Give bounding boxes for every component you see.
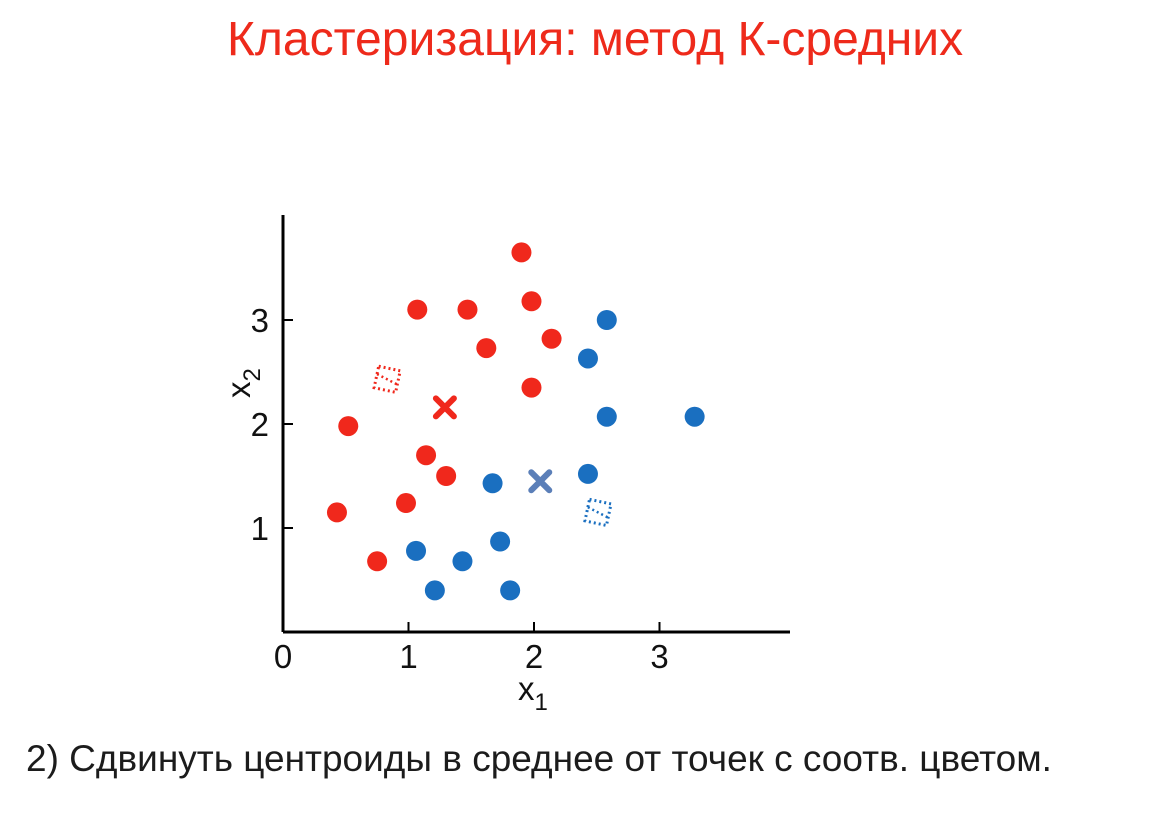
- blue-data-point: [406, 540, 427, 561]
- x-stroke: [528, 469, 553, 494]
- x-axis-label: x1: [518, 670, 548, 716]
- red-data-point: [521, 377, 542, 398]
- red-data-point: [367, 551, 388, 572]
- slide-caption: 2) Сдвинуть центроиды в среднее от точек…: [26, 738, 1052, 779]
- blue-data-point: [482, 473, 503, 494]
- red-centroid-x-marker: [432, 395, 457, 420]
- blue-data-point: [490, 531, 511, 552]
- red-data-point: [407, 299, 428, 320]
- blue-data-point: [577, 348, 598, 369]
- chart-ticks: 0 1 2 3 1 2 3: [251, 302, 669, 675]
- y-axis-label: x2: [220, 368, 266, 398]
- red-previous-centroid-marker: [372, 364, 402, 395]
- dotted-square: [583, 497, 613, 528]
- y-tick-label: 2: [251, 406, 269, 443]
- red-data-point: [436, 466, 457, 486]
- blue-centroid-x-marker: [528, 469, 553, 494]
- red-data-point: [416, 445, 437, 466]
- axis-labels: x1 x2: [220, 368, 548, 716]
- blue-data-point: [452, 551, 473, 572]
- x-tick-label: 3: [650, 638, 668, 675]
- red-data-point: [338, 416, 359, 437]
- blue-data-point: [596, 406, 617, 427]
- red-data-point: [457, 299, 478, 320]
- x-stroke: [432, 395, 457, 420]
- slide-title: Кластеризация: метод К-средних: [226, 13, 964, 66]
- red-data-point: [521, 291, 542, 312]
- chart-points: [326, 242, 705, 601]
- blue-data-point: [684, 406, 705, 427]
- red-data-point: [541, 328, 562, 349]
- blue-data-point: [577, 463, 598, 484]
- y-tick-label: 3: [251, 302, 269, 339]
- blue-data-point: [500, 580, 521, 601]
- blue-data-point: [424, 580, 445, 601]
- chart-axes: [281, 215, 790, 634]
- red-data-point: [395, 493, 416, 514]
- y-tick-label: 1: [251, 510, 269, 547]
- dotted-line: [376, 372, 398, 386]
- blue-data-point: [596, 310, 617, 330]
- x-tick-label: 0: [274, 638, 292, 675]
- centroids: [432, 395, 553, 494]
- blue-previous-centroid-marker: [583, 497, 613, 528]
- red-data-point: [511, 242, 532, 263]
- red-data-point: [326, 502, 347, 523]
- x-tick-label: 2: [525, 638, 543, 675]
- red-data-point: [476, 338, 497, 359]
- dotted-line: [587, 506, 609, 519]
- x-tick-label: 1: [399, 638, 417, 675]
